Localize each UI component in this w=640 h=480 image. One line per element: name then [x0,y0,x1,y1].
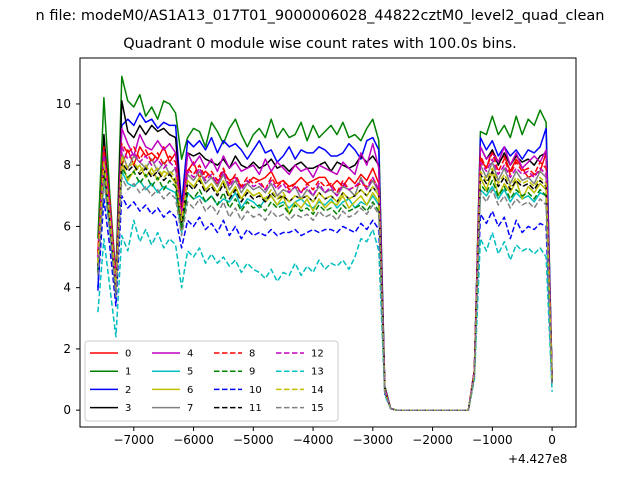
series-line-15 [97,176,553,411]
legend-label-0: 0 [125,349,131,360]
series-line-8 [97,142,553,411]
legend-label-15: 15 [311,403,324,414]
series-line-10 [97,195,553,411]
legend-label-9: 9 [249,367,255,378]
legend-label-5: 5 [187,367,193,378]
legend-label-13: 13 [311,367,324,378]
y-tick-label: 10 [56,97,71,111]
series-line-4 [97,127,553,411]
legend-label-4: 4 [187,349,193,360]
series-line-12 [97,146,553,411]
legend-label-2: 2 [125,385,131,396]
legend-box [84,340,339,422]
legend-label-7: 7 [187,403,193,414]
legend-label-11: 11 [249,403,262,414]
legend-label-6: 6 [187,385,193,396]
legend-label-14: 14 [311,385,324,396]
legend-label-8: 8 [249,349,255,360]
series-line-13 [97,219,553,411]
series-line-6 [97,161,553,411]
series-line-14 [97,155,553,411]
series-line-2 [97,112,553,411]
x-tick-label: −1000 [472,433,513,447]
x-tick-label: −7000 [113,433,154,447]
series-line-11 [97,161,553,411]
x-tick-label: −2000 [412,433,453,447]
legend-label-12: 12 [311,349,324,360]
y-tick-label: 2 [63,342,71,356]
x-tick-label: −5000 [233,433,274,447]
legend-label-10: 10 [249,385,262,396]
series-group [97,75,553,411]
y-tick-label: 4 [63,281,71,295]
plot-frame [79,57,577,428]
x-axis-offset-label: +4.427e8 [508,452,568,466]
x-tick-label: 0 [548,433,556,447]
legend-label-3: 3 [125,403,131,414]
legend-label-1: 1 [125,367,131,378]
series-line-1 [97,75,553,411]
y-tick-label: 0 [63,403,71,417]
series-line-9 [97,167,553,411]
chart-title: Quadrant 0 module wise count rates with … [123,36,517,52]
x-tick-label: −4000 [293,433,334,447]
x-tick-label: −3000 [353,433,394,447]
y-tick-label: 6 [63,219,71,233]
y-tick-label: 8 [63,158,71,172]
figure-suptitle: n file: modeM0/AS1A13_017T01_9000006028_… [35,8,605,24]
x-tick-label: −6000 [173,433,214,447]
